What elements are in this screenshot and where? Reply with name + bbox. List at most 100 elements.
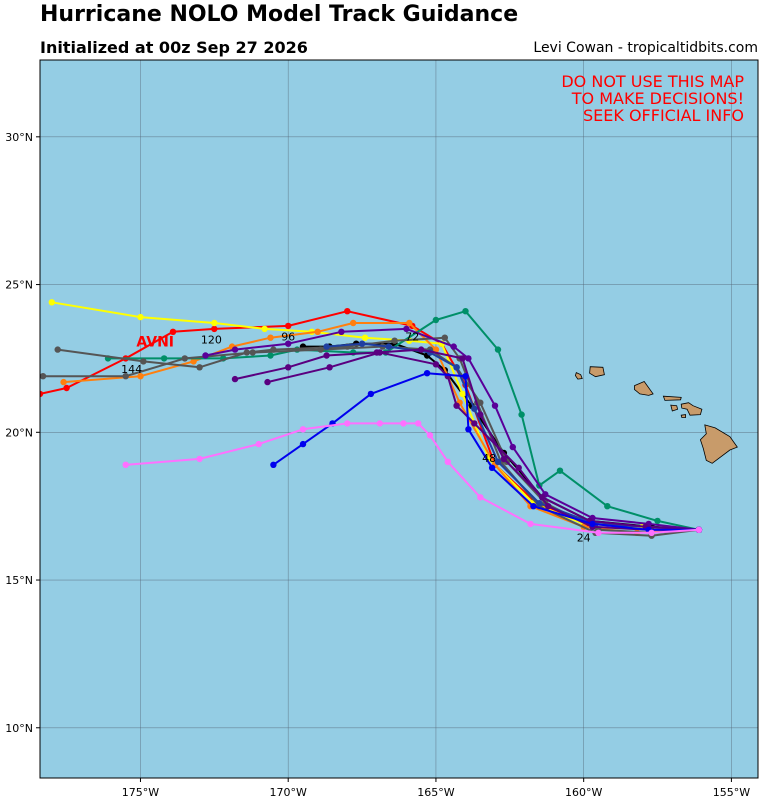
axis-ticks: 10°N 15°N 20°N 25°N 30°N 175°W 170°W 165°W 160°W… [5,131,750,799]
track-point [477,399,484,406]
track-point [249,349,256,356]
track-point [376,349,383,356]
track-point [40,373,47,380]
forecast-hour-label: 72 [405,331,419,344]
track-point [465,426,472,433]
track-point [527,520,534,528]
track-point [595,529,602,536]
track-point [432,316,440,324]
lat-tick-label: 10°N [5,722,33,735]
track-point [231,346,239,353]
track-point [267,352,274,359]
forecast-hour-label: 24 [577,532,591,545]
track-point [477,411,484,418]
forecast-hour-label: 144 [121,363,142,376]
track-point [196,364,203,371]
track-line [234,348,699,531]
track-point [459,355,466,362]
track-point [453,402,460,409]
track-point [350,319,357,327]
track-point [450,343,457,350]
track-point [385,343,392,350]
track-line [108,310,700,531]
track-point [137,313,144,321]
track-line [267,351,699,531]
island-lanai [670,404,679,412]
track-point [400,420,407,427]
track-point [406,319,413,327]
lat-tick-label: 25°N [5,279,33,292]
track-point [211,319,218,327]
hawaiian-islands [574,366,738,464]
track-point [261,325,268,333]
track-point [604,503,611,510]
track-point [530,503,537,510]
track-point [556,467,564,474]
track-point [432,346,440,353]
track-point [465,355,472,362]
track-point [403,325,410,333]
track-point [471,405,478,412]
track-point [418,346,425,353]
lat-tick-label: 15°N [5,574,33,587]
island-hawaii [699,424,738,464]
warning-line-1: DO NOT USE THIS MAP [561,72,744,91]
track-point [459,390,466,398]
track-point [462,373,469,380]
track-point [545,503,552,510]
map-title: Hurricane NOLO Model Track Guidance [40,2,519,27]
track-point [40,390,44,398]
track-point [54,346,61,353]
track-point [122,461,129,468]
island-molokai [662,395,682,401]
track-point [196,455,203,463]
model-tracks [40,299,703,539]
track-point [500,455,508,463]
model-track [122,420,703,536]
warning-line-2: TO MAKE DECISIONS! [571,89,744,108]
track-point [358,340,366,347]
track-point [509,443,516,451]
track-point [267,334,274,341]
track-point [426,432,434,439]
track-point [211,325,218,333]
track-point [515,464,522,471]
track-line [51,301,699,531]
track-point [344,308,351,315]
track-point [299,440,307,448]
track-point [122,373,129,380]
track-point [491,402,499,409]
track-point [338,328,345,335]
track-point [202,352,209,359]
track-point [323,352,330,359]
track-point [285,340,292,347]
track-point [518,411,525,418]
track-point [285,322,292,330]
model-label: AVNI [136,335,174,351]
init-time-subtitle: Initialized at 00z Sep 27 2026 [40,38,308,57]
track-point [589,520,596,528]
island-niihau [574,372,583,380]
track-point [270,461,277,468]
lon-tick-label: 165°W [417,786,454,799]
track-point [326,364,333,371]
track-point [314,328,321,335]
track-point [444,458,451,465]
lon-tick-label: 170°W [270,786,307,799]
track-point [654,517,661,525]
track-point [181,355,188,362]
island-kahoolawe [680,414,686,418]
island-kauai [589,366,605,378]
track-point [48,299,55,306]
lat-tick-label: 30°N [5,131,33,144]
track-point [344,420,351,427]
track-point [441,334,448,341]
island-maui [680,402,703,416]
track-point [255,440,262,448]
track-point [160,355,168,362]
track-point [63,384,70,392]
track-point [264,378,271,386]
track-point [391,337,398,344]
track-point [695,526,703,533]
